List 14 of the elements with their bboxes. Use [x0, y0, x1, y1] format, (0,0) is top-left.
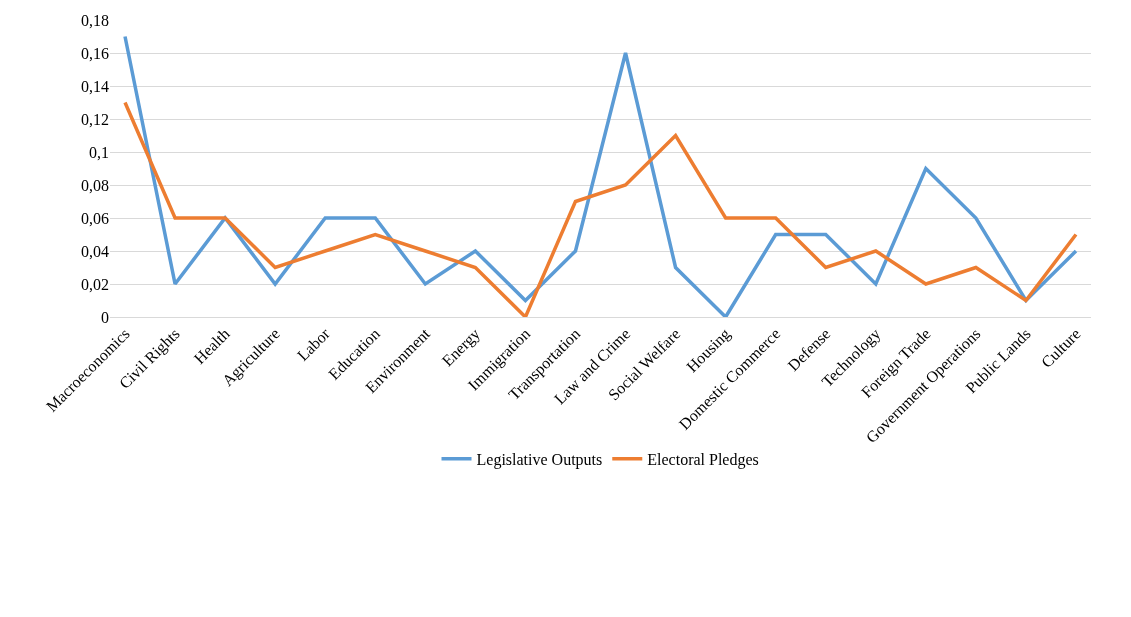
y-tick-label: 0,1 [89, 143, 109, 161]
y-tick-label: 0,06 [81, 209, 109, 227]
legend-label: Legislative Outputs [476, 450, 603, 469]
legend-label: Electoral Pledges [647, 450, 759, 469]
y-tick-label: 0,08 [81, 176, 109, 194]
y-tick-label: 0,16 [81, 44, 109, 62]
y-tick-label: 0,04 [81, 242, 109, 260]
y-tick-label: 0,02 [81, 275, 109, 293]
line-series [123, 100, 1078, 317]
y-tick-label: 0 [101, 308, 109, 326]
line-series [123, 34, 1078, 317]
y-tick-label: 0,18 [81, 11, 109, 29]
y-tick-label: 0,12 [81, 110, 109, 128]
y-tick-label: 0,14 [81, 77, 109, 95]
